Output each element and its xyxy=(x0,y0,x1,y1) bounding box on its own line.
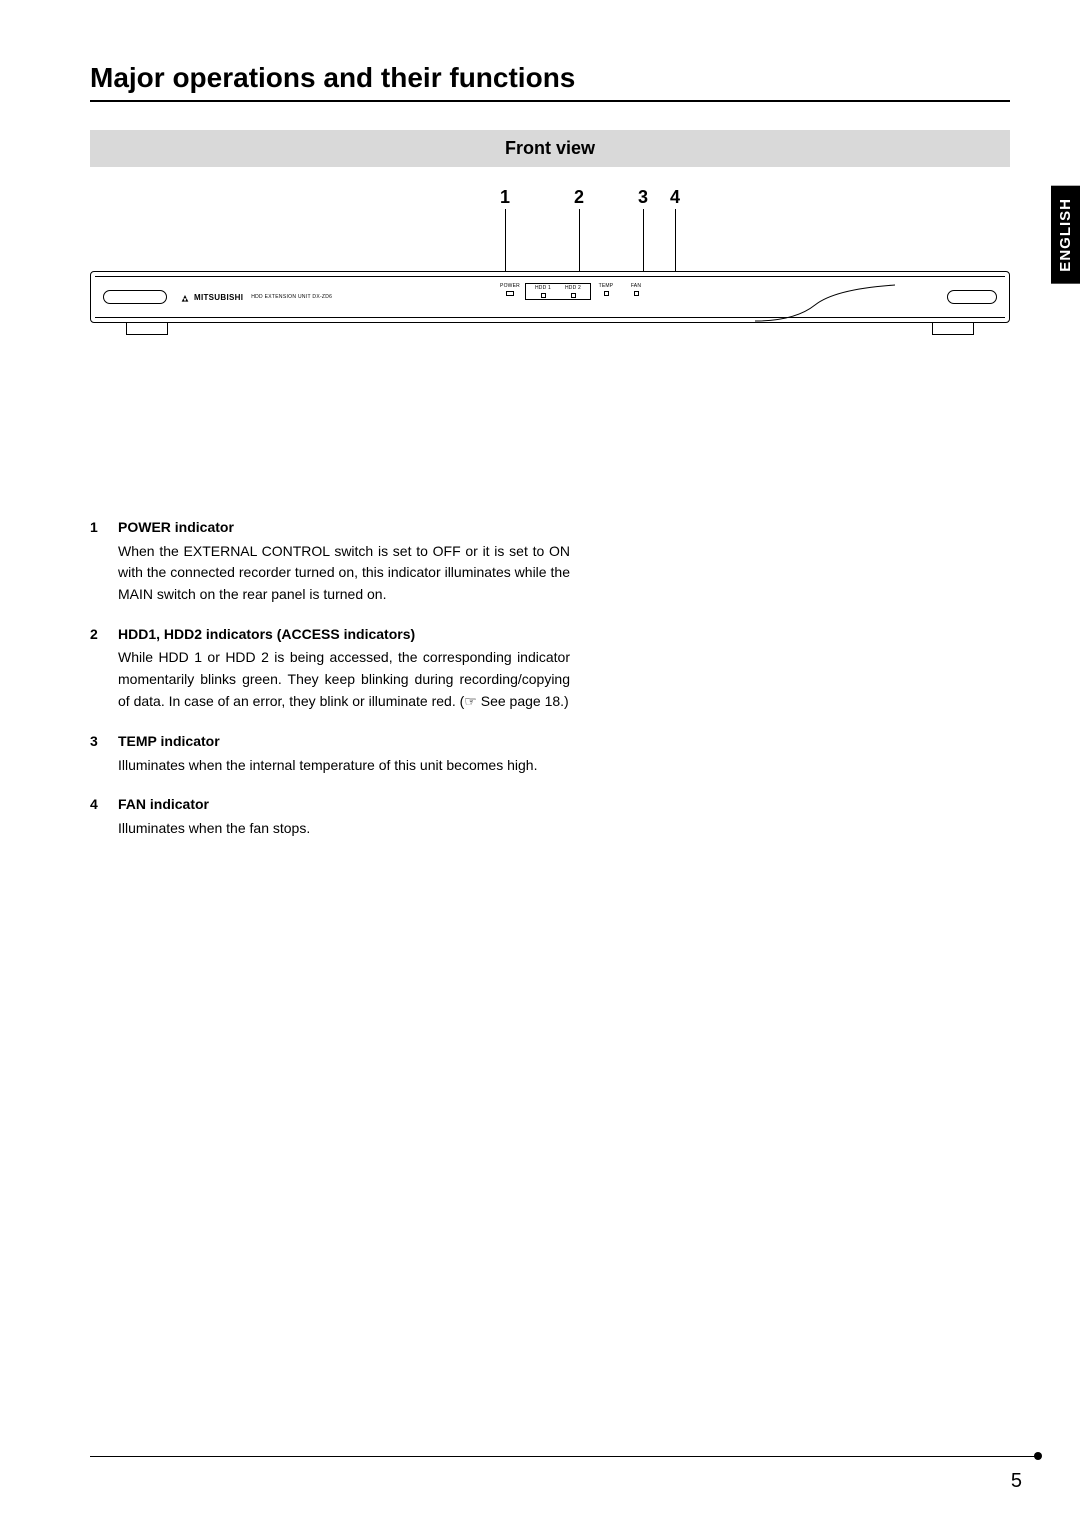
description-item: 4 FAN indicator Illuminates when the fan… xyxy=(90,794,570,839)
left-slot xyxy=(103,290,167,304)
model-text: HDD EXTENSION UNIT DX-ZD6 xyxy=(251,294,332,300)
callout-3: 3 xyxy=(638,187,648,208)
item-number: 1 xyxy=(90,517,118,606)
hdd2-indicator: HDD 2 xyxy=(558,285,588,298)
page-title: Major operations and their functions xyxy=(90,62,1010,102)
language-tab: ENGLISH xyxy=(1051,186,1080,284)
brand-block: MITSUBISHI HDD EXTENSION UNIT DX-ZD6 xyxy=(180,292,332,302)
page-number: 5 xyxy=(1011,1470,1022,1493)
hdd1-indicator: HDD 1 xyxy=(528,285,558,298)
item-heading: HDD1, HDD2 indicators (ACCESS indicators… xyxy=(118,624,570,646)
power-indicator: POWER xyxy=(495,283,525,296)
brand-text: MITSUBISHI xyxy=(194,293,243,302)
callout-2: 2 xyxy=(574,187,584,208)
callout-4: 4 xyxy=(670,187,680,208)
item-heading: TEMP indicator xyxy=(118,731,570,753)
footer-rule xyxy=(90,1456,1038,1457)
right-slot xyxy=(947,290,997,304)
item-text: While HDD 1 or HDD 2 is being accessed, … xyxy=(118,647,570,713)
item-text: Illuminates when the internal temperatur… xyxy=(118,755,570,777)
item-number: 2 xyxy=(90,624,118,713)
footer-dot xyxy=(1034,1452,1042,1460)
front-view-diagram: 1 2 3 4 xyxy=(90,187,1010,397)
device-feet xyxy=(90,323,1010,343)
device-front: MITSUBISHI HDD EXTENSION UNIT DX-ZD6 POW… xyxy=(90,271,1010,323)
fan-indicator: FAN xyxy=(621,283,651,296)
temp-indicator: TEMP xyxy=(591,283,621,296)
front-view-header: Front view xyxy=(90,130,1010,167)
indicator-panel: POWER HDD 1 HDD 2 TEM xyxy=(495,283,651,300)
callout-1: 1 xyxy=(500,187,510,208)
pointer-icon: ☞ xyxy=(464,691,477,713)
description-item: 1 POWER indicator When the EXTERNAL CONT… xyxy=(90,517,570,606)
item-heading: FAN indicator xyxy=(118,794,570,816)
item-text: Illuminates when the fan stops. xyxy=(118,818,570,840)
item-number: 3 xyxy=(90,731,118,776)
hdd-indicator-group: HDD 1 HDD 2 xyxy=(525,283,591,300)
item-number: 4 xyxy=(90,794,118,839)
item-text: When the EXTERNAL CONTROL switch is set … xyxy=(118,541,570,606)
item-heading: POWER indicator xyxy=(118,517,570,539)
mitsubishi-logo-icon xyxy=(180,292,190,302)
description-item: 3 TEMP indicator Illuminates when the in… xyxy=(90,731,570,776)
descriptions-list: 1 POWER indicator When the EXTERNAL CONT… xyxy=(90,517,570,840)
description-item: 2 HDD1, HDD2 indicators (ACCESS indicato… xyxy=(90,624,570,713)
